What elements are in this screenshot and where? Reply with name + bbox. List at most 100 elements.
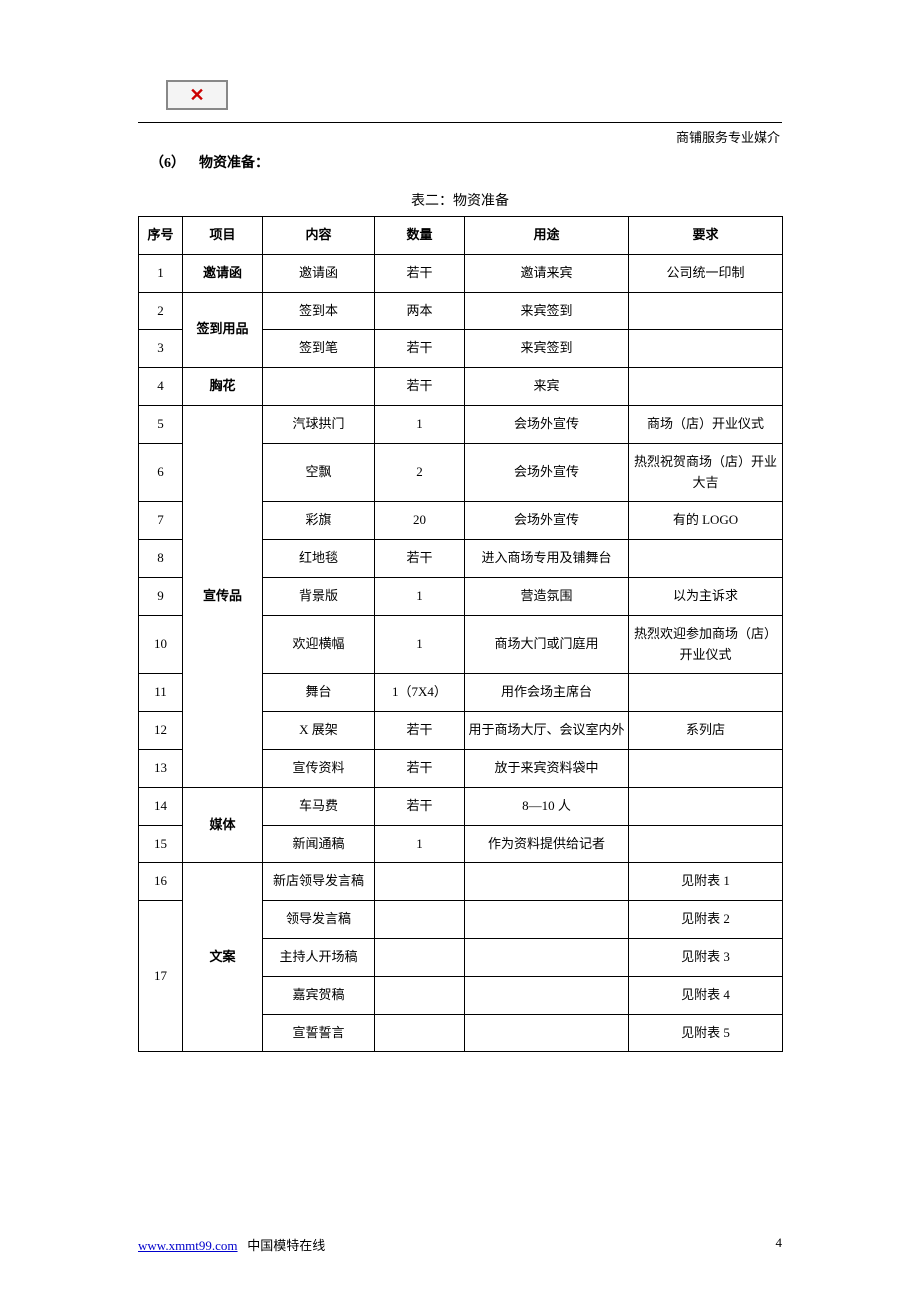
cell-item: 胸花 — [183, 368, 263, 406]
cell-idx: 7 — [139, 502, 183, 540]
cell-item: 宣传品 — [183, 405, 263, 787]
section-heading: （6） 物资准备： — [150, 152, 269, 172]
logo-box: ✕ — [166, 80, 228, 110]
cell-qty: 1 — [375, 615, 465, 674]
materials-table: 序号 项目 内容 数量 用途 要求 1邀请函邀请函若干邀请来宾公司统一印制2签到… — [138, 216, 783, 1052]
cell-req: 有的 LOGO — [629, 502, 783, 540]
cell-qty: 20 — [375, 502, 465, 540]
th-content: 内容 — [263, 217, 375, 255]
cell-req: 见附表 2 — [629, 901, 783, 939]
cell-idx: 1 — [139, 254, 183, 292]
cell-qty: 1（7X4） — [375, 674, 465, 712]
cell-qty: 2 — [375, 443, 465, 502]
cell-req — [629, 292, 783, 330]
cell-content: 空飘 — [263, 443, 375, 502]
table-row: 5宣传品汽球拱门1会场外宣传商场（店）开业仪式 — [139, 405, 783, 443]
cell-req: 见附表 3 — [629, 938, 783, 976]
cell-qty: 若干 — [375, 368, 465, 406]
cell-qty: 1 — [375, 405, 465, 443]
cell-use — [465, 863, 629, 901]
cell-req: 热烈欢迎参加商场（店）开业仪式 — [629, 615, 783, 674]
cell-use: 来宾签到 — [465, 292, 629, 330]
footer-url-link[interactable]: www.xmmt99.com — [138, 1238, 238, 1253]
cell-req — [629, 749, 783, 787]
cell-req: 以为主诉求 — [629, 577, 783, 615]
cell-content: 签到本 — [263, 292, 375, 330]
cell-use: 用作会场主席台 — [465, 674, 629, 712]
cell-qty — [375, 938, 465, 976]
cell-content — [263, 368, 375, 406]
cell-content: 宣誓誓言 — [263, 1014, 375, 1052]
cell-idx: 2 — [139, 292, 183, 330]
cell-content: X 展架 — [263, 712, 375, 750]
cell-req: 商场（店）开业仪式 — [629, 405, 783, 443]
cell-use — [465, 901, 629, 939]
footer: www.xmmt99.com 中国模特在线 4 — [138, 1235, 782, 1254]
cell-use: 会场外宣传 — [465, 405, 629, 443]
header-tagline: 商铺服务专业媒介 — [676, 130, 780, 145]
cell-qty: 若干 — [375, 540, 465, 578]
cell-idx: 3 — [139, 330, 183, 368]
cell-qty: 若干 — [375, 749, 465, 787]
footer-site-name: 中国模特在线 — [247, 1238, 325, 1253]
section-title: 物资准备： — [199, 156, 269, 171]
section-number: （6） — [150, 156, 185, 171]
header-bar: 商铺服务专业媒介 — [138, 122, 782, 146]
cell-content: 红地毯 — [263, 540, 375, 578]
table-row: 14媒体车马费若干8—10 人 — [139, 787, 783, 825]
table-row: 2签到用品签到本两本来宾签到 — [139, 292, 783, 330]
cell-req — [629, 540, 783, 578]
cell-req — [629, 674, 783, 712]
cell-idx: 4 — [139, 368, 183, 406]
cell-content: 主持人开场稿 — [263, 938, 375, 976]
cell-req: 见附表 1 — [629, 863, 783, 901]
cell-req — [629, 787, 783, 825]
cell-content: 欢迎横幅 — [263, 615, 375, 674]
cell-idx: 16 — [139, 863, 183, 901]
cell-idx: 13 — [139, 749, 183, 787]
cell-content: 新店领导发言稿 — [263, 863, 375, 901]
cell-use: 8—10 人 — [465, 787, 629, 825]
cell-qty: 若干 — [375, 254, 465, 292]
table-row: 1邀请函邀请函若干邀请来宾公司统一印制 — [139, 254, 783, 292]
cell-content: 新闻通稿 — [263, 825, 375, 863]
cell-qty: 两本 — [375, 292, 465, 330]
logo-broken-image-icon: ✕ — [189, 85, 204, 106]
cell-idx: 17 — [139, 901, 183, 1052]
cell-item: 签到用品 — [183, 292, 263, 368]
cell-content: 汽球拱门 — [263, 405, 375, 443]
cell-qty: 若干 — [375, 712, 465, 750]
cell-use: 用于商场大厅、会议室内外 — [465, 712, 629, 750]
cell-req: 公司统一印制 — [629, 254, 783, 292]
th-qty: 数量 — [375, 217, 465, 255]
cell-idx: 9 — [139, 577, 183, 615]
cell-qty — [375, 901, 465, 939]
cell-req: 热烈祝贺商场（店）开业大吉 — [629, 443, 783, 502]
cell-qty: 若干 — [375, 330, 465, 368]
cell-idx: 5 — [139, 405, 183, 443]
cell-req — [629, 368, 783, 406]
table-row: 16文案新店领导发言稿见附表 1 — [139, 863, 783, 901]
th-item: 项目 — [183, 217, 263, 255]
cell-qty — [375, 1014, 465, 1052]
th-use: 用途 — [465, 217, 629, 255]
cell-idx: 8 — [139, 540, 183, 578]
cell-req: 见附表 5 — [629, 1014, 783, 1052]
table-body: 1邀请函邀请函若干邀请来宾公司统一印制2签到用品签到本两本来宾签到3签到笔若干来… — [139, 254, 783, 1052]
cell-qty — [375, 863, 465, 901]
cell-item: 媒体 — [183, 787, 263, 863]
cell-use: 放于来宾资料袋中 — [465, 749, 629, 787]
cell-use — [465, 1014, 629, 1052]
cell-use: 邀请来宾 — [465, 254, 629, 292]
cell-content: 签到笔 — [263, 330, 375, 368]
cell-item: 邀请函 — [183, 254, 263, 292]
cell-use: 进入商场专用及铺舞台 — [465, 540, 629, 578]
cell-use: 商场大门或门庭用 — [465, 615, 629, 674]
cell-qty: 1 — [375, 577, 465, 615]
th-idx: 序号 — [139, 217, 183, 255]
cell-idx: 12 — [139, 712, 183, 750]
cell-idx: 11 — [139, 674, 183, 712]
cell-use — [465, 938, 629, 976]
cell-use: 会场外宣传 — [465, 443, 629, 502]
cell-req: 见附表 4 — [629, 976, 783, 1014]
